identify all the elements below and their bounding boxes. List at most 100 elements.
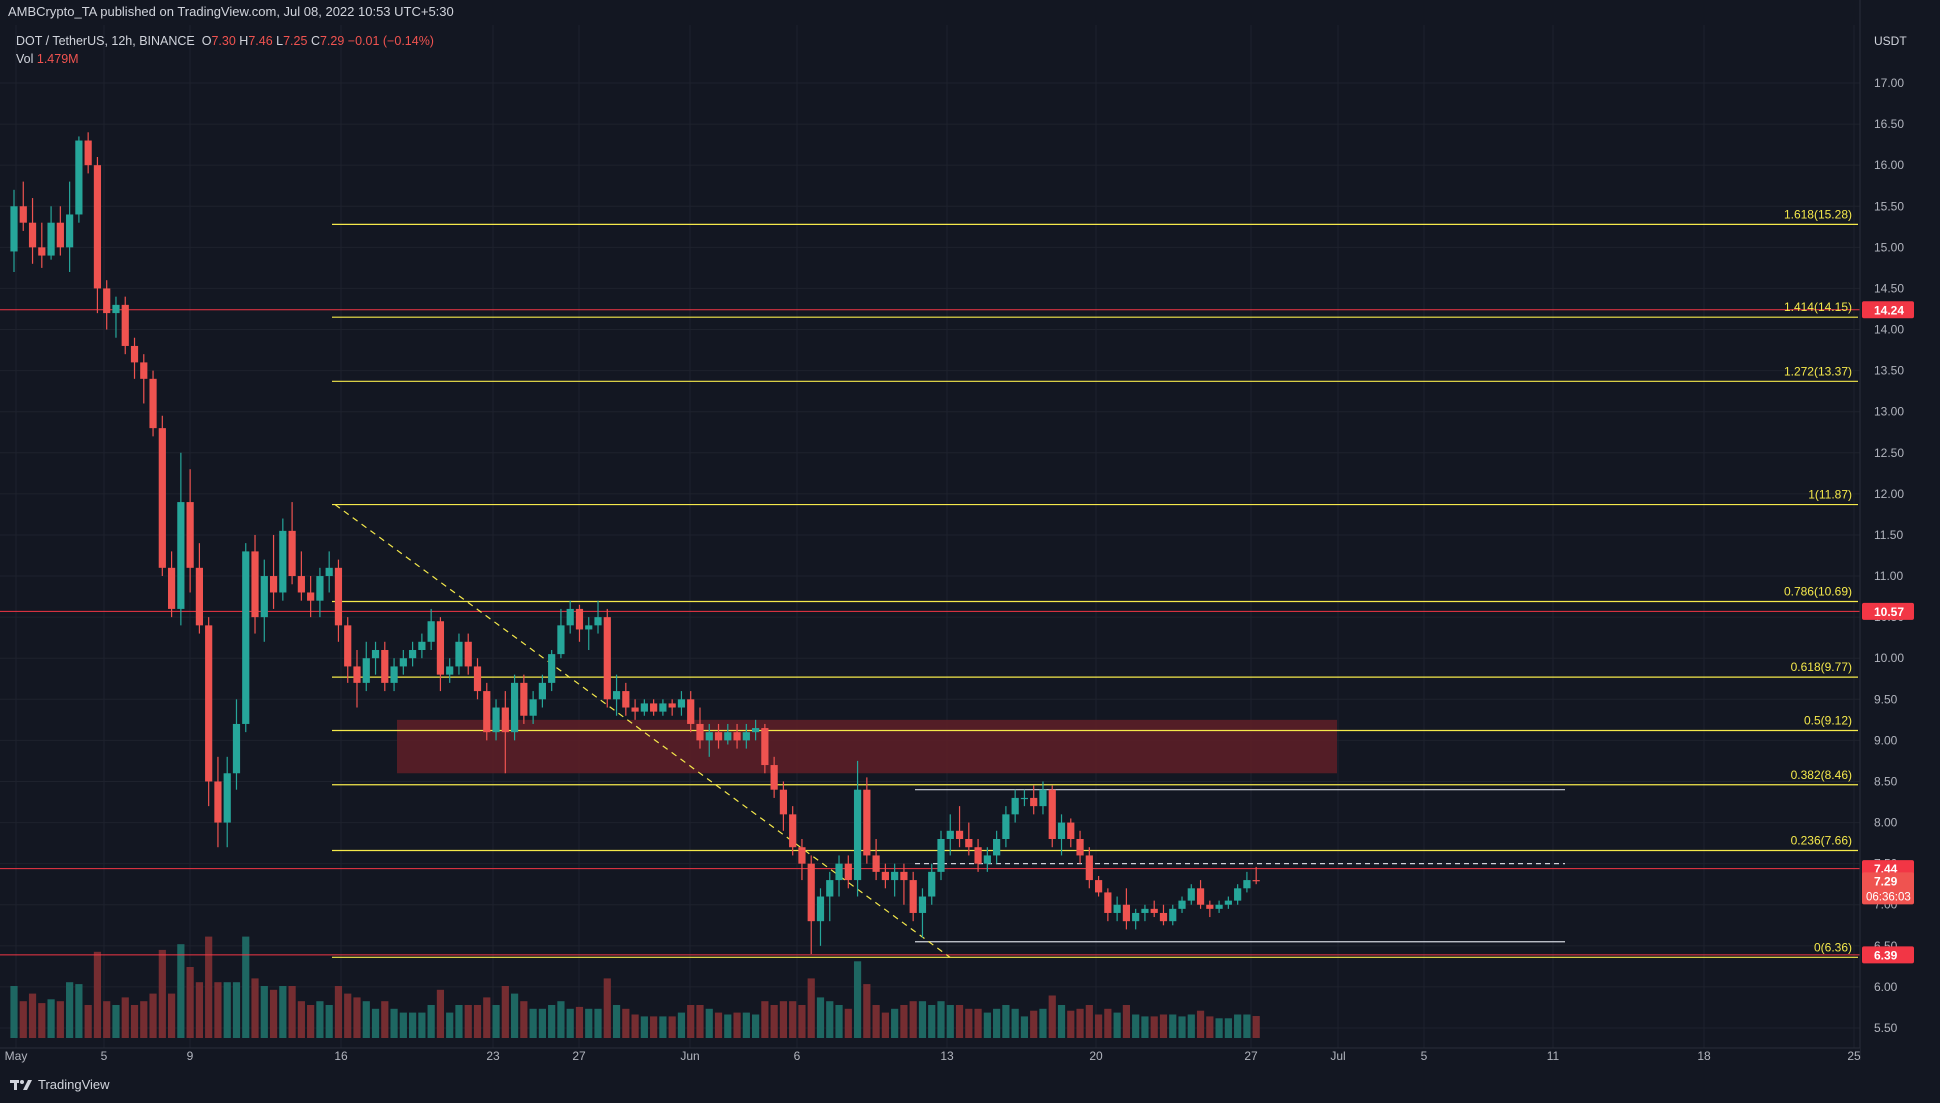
fib-label: 0.5(9.12) <box>1804 714 1852 728</box>
time-tick-label: 25 <box>1847 1049 1861 1063</box>
volume-bar <box>1150 1016 1158 1038</box>
candle-body <box>677 699 686 708</box>
symbol-legend[interactable]: DOT / TetherUS, 12h, BINANCE O7.30 H7.46… <box>16 34 434 48</box>
volume-bar <box>1122 1005 1130 1038</box>
fib-label: 1(11.87) <box>1808 488 1852 502</box>
candle-body <box>362 658 370 683</box>
volume-bar <box>19 1001 27 1038</box>
time-axis-bg <box>0 1048 1860 1068</box>
candle-body <box>19 206 27 223</box>
candle-body <box>47 222 55 256</box>
change-value: −0.01 (−0.14%) <box>347 34 434 48</box>
candle-body <box>872 855 880 872</box>
volume-bar <box>826 1001 834 1038</box>
volume-bar <box>418 1012 426 1038</box>
fib-label: 1.618(15.28) <box>1784 207 1852 221</box>
volume-bar <box>909 1001 917 1038</box>
volume-bar <box>455 1005 463 1038</box>
candle-body <box>344 625 352 667</box>
volume-bar <box>38 1003 46 1038</box>
candle-body <box>1178 900 1186 909</box>
volume-bar <box>214 982 222 1038</box>
volume-bar <box>585 1008 593 1038</box>
candle-body <box>186 502 194 568</box>
candle-body <box>1224 900 1232 905</box>
candle-body <box>612 691 621 700</box>
volume-bar <box>344 993 352 1038</box>
volume-bar <box>269 989 278 1038</box>
candle-body <box>436 621 445 675</box>
volume-bar <box>464 1005 472 1038</box>
volume-bar <box>195 982 203 1038</box>
price-axis[interactable]: USDT5.506.006.507.007.508.008.509.009.50… <box>1859 0 1940 1103</box>
volume-bar <box>520 1001 528 1038</box>
candle-body <box>1020 797 1029 800</box>
candle-body <box>446 666 454 675</box>
candle-body <box>1243 880 1251 889</box>
volume-bar <box>853 961 862 1038</box>
candle-body <box>473 666 482 692</box>
volume-bar <box>538 1008 546 1038</box>
volume-bar <box>900 1005 908 1038</box>
volume-bar <box>1187 1014 1195 1038</box>
volume-bar <box>687 1005 695 1038</box>
candle-body <box>455 641 463 667</box>
candle-body <box>10 206 18 252</box>
candle-body <box>640 703 648 712</box>
volume-label: Vol <box>16 52 34 66</box>
volume-bar <box>112 1005 120 1038</box>
volume-bar <box>816 997 825 1038</box>
volume-bar <box>167 993 176 1038</box>
volume-bar <box>724 1014 732 1038</box>
candle-body <box>158 428 166 568</box>
volume-bar <box>918 1001 927 1038</box>
candle-body <box>334 567 343 626</box>
volume-bar <box>297 1001 305 1038</box>
volume-bar <box>1169 1014 1177 1038</box>
volume-bar <box>334 986 343 1038</box>
high-label: H <box>239 34 249 48</box>
volume-bar <box>436 989 445 1038</box>
candle-body <box>353 666 361 683</box>
time-axis[interactable]: May 5 9 16 23 27 Jun 6 13 20 27 Jul 5 11 18 25 <box>0 1047 1861 1068</box>
volume-bar <box>1215 1018 1223 1038</box>
symbol-pair[interactable]: DOT / TetherUS, 12h, BINANCE <box>16 34 195 48</box>
candle-body <box>918 896 927 913</box>
candle-body <box>177 502 185 609</box>
candle-body <box>1169 908 1177 922</box>
candle-body <box>510 682 519 733</box>
tradingview-brand[interactable]: TradingView <box>10 1077 110 1092</box>
candle-body <box>714 732 723 741</box>
close-value: 7.29 <box>319 34 345 48</box>
volume-legend[interactable]: Vol 1.479M <box>16 52 79 66</box>
candle-body <box>1076 839 1084 856</box>
volume-bar <box>316 1001 324 1038</box>
volume-bar <box>844 1008 852 1038</box>
candle-body <box>752 728 760 733</box>
current-price-tag-countdown: 06:36:03 <box>1866 891 1911 903</box>
candle-body <box>260 576 268 618</box>
volume-bar <box>1057 1005 1066 1038</box>
volume-bar <box>307 1005 315 1038</box>
candle-body <box>816 896 825 922</box>
volume-bar <box>863 984 871 1038</box>
brand-name: TradingView <box>38 1077 110 1092</box>
volume-bar <box>677 1012 686 1038</box>
candle-body <box>585 625 593 630</box>
candle-body <box>1141 908 1149 913</box>
candle-body <box>993 839 1001 856</box>
candle-body <box>149 378 157 429</box>
publish-header: AMBCrypto_TA published on TradingView.co… <box>8 4 454 19</box>
volume-bar <box>381 1001 389 1038</box>
candle-body <box>1113 904 1121 913</box>
candle-body <box>214 781 222 823</box>
volume-bar <box>177 944 185 1038</box>
level-price-tag: 14.24 <box>1874 303 1904 317</box>
candle-body <box>297 576 305 593</box>
candle-body <box>687 699 695 724</box>
price-tick-label: 6.00 <box>1874 980 1898 994</box>
candle-body <box>84 140 92 166</box>
time-tick-label: 5 <box>101 1049 108 1063</box>
volume-bar <box>362 1001 370 1038</box>
